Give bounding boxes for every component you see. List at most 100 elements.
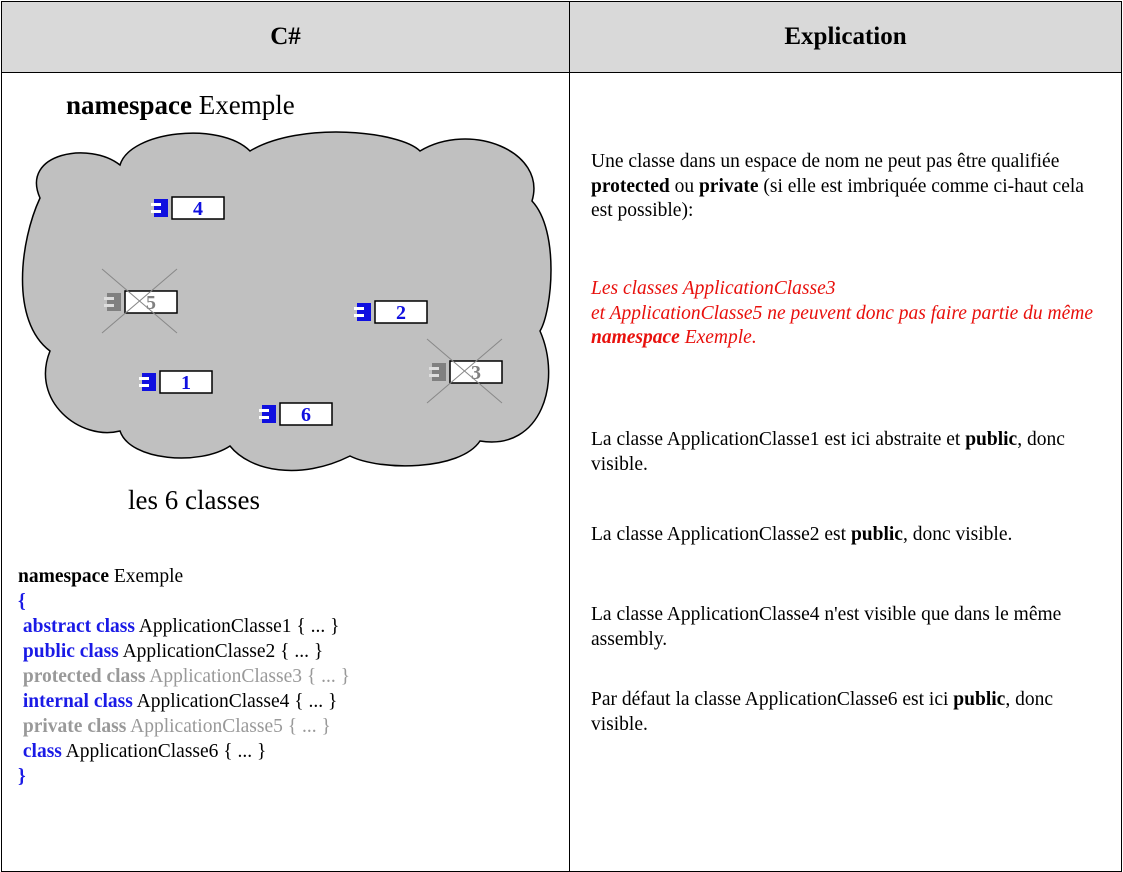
text-run: { [18, 591, 26, 612]
icon-block [154, 199, 168, 217]
code-line: internal class ApplicationClasse4 { ... … [18, 689, 337, 714]
icon-box [159, 370, 213, 394]
code-line: public class ApplicationClasse2 { ... } [18, 639, 323, 664]
class-icon: 4 [151, 196, 225, 220]
code-line: class ApplicationClasse6 { ... } [18, 739, 267, 764]
code-line: { [18, 589, 26, 614]
class-icon: 2 [354, 300, 428, 324]
text-run: , donc visible. [591, 689, 1053, 735]
text-run: Par défaut la classe ApplicationClasse6 … [591, 689, 954, 710]
code-line: } [18, 764, 26, 789]
text-run: protected class [18, 666, 146, 687]
text-run: Les classes ApplicationClasse3 [591, 278, 836, 299]
text-run: namespace [18, 566, 109, 587]
text-run: class [18, 741, 62, 762]
icon-box [171, 196, 225, 220]
paragraph: La classe ApplicationClasse2 est public,… [591, 523, 1096, 548]
icon-slot [354, 314, 364, 317]
text-run: namespace [591, 327, 680, 348]
text-run: ApplicationClasse4 { ... } [132, 691, 338, 712]
icon-slot [151, 203, 161, 206]
paragraph-line: La classe ApplicationClasse4 n'est visib… [591, 603, 1096, 652]
diagram-caption: les 6 classes [128, 485, 260, 515]
text-run: abstract class [18, 616, 135, 637]
icon-slot [104, 304, 114, 307]
text-run: protected [591, 175, 670, 197]
paragraph: La classe ApplicationClasse1 est ici abs… [591, 428, 1096, 477]
column-header: C# [2, 2, 570, 73]
text-run: ApplicationClasse1 { ... } [134, 616, 340, 637]
class-number: 2 [396, 302, 406, 324]
icon-slot [429, 367, 439, 370]
icon-slot [139, 377, 149, 380]
code-line: protected class ApplicationClasse3 { ...… [18, 664, 350, 689]
text-run: ApplicationClasse6 { ... } [61, 741, 267, 762]
text-run: public [850, 524, 903, 545]
icon-slot [354, 307, 364, 310]
code-line: abstract class ApplicationClasse1 { ... … [18, 614, 340, 639]
paragraph-line: La classe ApplicationClasse1 est ici abs… [591, 428, 1096, 477]
class-icon: 5 [101, 268, 178, 334]
namespace-diagram: namespace Exemple 1 2 3 4 5 6 les 6 classes [21, 90, 552, 515]
paragraph-line: Par défaut la classe ApplicationClasse6 … [591, 688, 1096, 737]
text-run: et ApplicationClasse5 ne peuvent donc pa… [591, 302, 1094, 324]
code-line: namespace Exemple [18, 564, 183, 589]
icon-block [357, 303, 371, 321]
text-run: (si elle est imbriquée comme ci-haut cel… [591, 175, 1084, 222]
paragraph: La classe ApplicationClasse4 n'est visib… [591, 603, 1096, 652]
text-run: , donc visible. [591, 429, 1065, 475]
column-header: Explication [570, 2, 1121, 73]
class-number: 5 [146, 292, 156, 314]
text-run: private class [18, 716, 127, 737]
class-number: 3 [471, 362, 481, 384]
icon-slot [151, 210, 161, 213]
text-run: public [965, 429, 1018, 450]
paragraph-line: Une classe dans un espace de nom ne peut… [591, 150, 1096, 224]
text-run: Exemple [109, 566, 184, 587]
text-run: ApplicationClasse3 { ... } [145, 666, 350, 687]
icon-block [262, 405, 276, 423]
icon-slot [429, 374, 439, 377]
title-run: Exemple [192, 90, 295, 120]
cross-line [101, 268, 178, 334]
text-run: ou [669, 175, 699, 197]
paragraph-line: Les classes ApplicationClasse3 [591, 277, 1096, 302]
title-run: namespace [66, 90, 192, 120]
text-run: La classe ApplicationClasse1 est ici abs… [591, 429, 966, 450]
text-run: public [953, 689, 1006, 710]
class-number: 6 [301, 404, 311, 426]
text-run: } [18, 766, 26, 787]
class-icon: 1 [139, 370, 213, 394]
icon-box [279, 402, 333, 426]
paragraph: Par défaut la classe ApplicationClasse6 … [591, 688, 1096, 737]
class-icon: 3 [426, 338, 503, 404]
icon-block [142, 373, 156, 391]
cross-line [426, 338, 503, 404]
icon-slot [259, 409, 269, 412]
icon-box [374, 300, 428, 324]
text-run: Une classe dans un espace de nom ne peut… [591, 151, 1060, 172]
text-run: La classe ApplicationClasse4 n'est visib… [591, 604, 1062, 650]
paragraph: Une classe dans un espace de nom ne peut… [591, 150, 1096, 224]
icon-slot [139, 384, 149, 387]
text-run: private [698, 175, 759, 197]
class-icon: 6 [259, 402, 333, 426]
icon-slot [104, 297, 114, 300]
paragraph: Les classes ApplicationClasse3 et Applica… [591, 277, 1096, 351]
column-divider [569, 72, 570, 871]
text-run: public class [18, 641, 119, 662]
text-run: , donc visible. [902, 524, 1013, 545]
code-line: private class ApplicationClasse5 { ... } [18, 714, 331, 739]
icon-block [432, 363, 446, 381]
text-run: Exemple. [679, 327, 757, 348]
icon-slot [259, 416, 269, 419]
icon-block [107, 293, 121, 311]
text-run: La classe ApplicationClasse2 est [591, 524, 851, 545]
class-number: 1 [181, 372, 191, 394]
paragraph-line: La classe ApplicationClasse2 est public,… [591, 523, 1096, 548]
text-run: ApplicationClasse5 { ... } [126, 716, 331, 737]
diagram-title: namespace Exemple [66, 90, 295, 120]
text-run: ApplicationClasse2 { ... } [118, 641, 324, 662]
